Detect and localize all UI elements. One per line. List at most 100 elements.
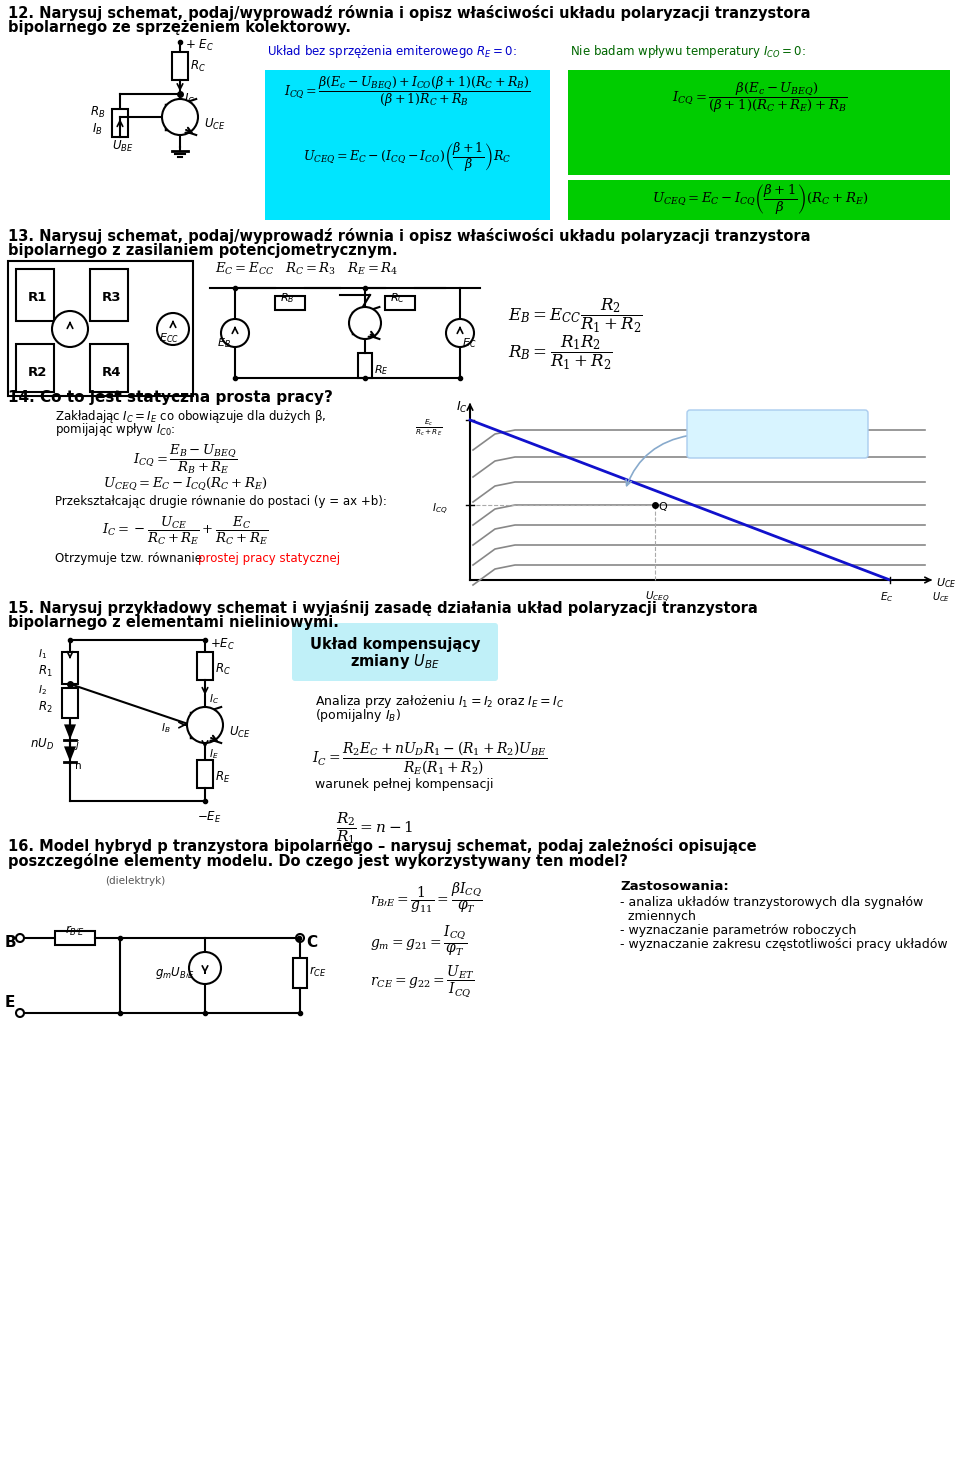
Text: $I_C$: $I_C$ xyxy=(209,692,219,705)
Text: (dielektryk): (dielektryk) xyxy=(105,876,165,886)
Text: $I_C$: $I_C$ xyxy=(184,92,195,108)
Text: $I_1$: $I_1$ xyxy=(38,647,47,661)
Text: $I_{CQ}=\dfrac{\beta(E_c-U_{BEQ})+I_{CO}(\beta+1)(R_C+R_B)}{(\beta+1)R_C+R_B}$: $I_{CQ}=\dfrac{\beta(E_c-U_{BEQ})+I_{CO}… xyxy=(284,74,530,109)
Bar xyxy=(197,761,213,788)
Text: - wyznaczanie zakresu częstotliwości pracy układów: - wyznaczanie zakresu częstotliwości pra… xyxy=(620,938,948,951)
Text: $I_{CQ}=\dfrac{\beta(E_c-U_{BEQ})}{(\beta+1)(R_C+R_E)+R_B}$: $I_{CQ}=\dfrac{\beta(E_c-U_{BEQ})}{(\bet… xyxy=(672,80,848,115)
Text: Układ bez sprzężenia emiterowego $R_E = 0$:: Układ bez sprzężenia emiterowego $R_E = … xyxy=(267,44,516,60)
Text: R3: R3 xyxy=(102,291,122,305)
Text: 12. Narysuj schemat, podaj/wyprowadź równia i opisz właściwości układu polaryzac: 12. Narysuj schemat, podaj/wyprowadź rów… xyxy=(8,4,810,20)
Text: $R_C$: $R_C$ xyxy=(390,291,405,305)
Text: bipolarnego ze sprzężeniem kolektorowy.: bipolarnego ze sprzężeniem kolektorowy. xyxy=(8,20,351,35)
Bar xyxy=(197,651,213,680)
Text: $E_B$: $E_B$ xyxy=(217,337,230,350)
Text: + $E_C$: + $E_C$ xyxy=(185,38,214,52)
Bar xyxy=(8,261,193,396)
Text: 15. Narysuj przykładowy schemat i wyjaśnij zasadę działania układ polaryzacji tr: 15. Narysuj przykładowy schemat i wyjaśn… xyxy=(8,600,757,616)
Bar xyxy=(62,688,78,718)
FancyBboxPatch shape xyxy=(687,409,868,457)
Text: prostej pracy statycznej: prostej pracy statycznej xyxy=(198,552,340,565)
Text: B: B xyxy=(5,935,16,950)
Bar xyxy=(90,344,128,392)
Text: $U_{BE}$: $U_{BE}$ xyxy=(112,138,133,154)
Text: C: C xyxy=(306,935,317,950)
Text: prosta statyczna:: prosta statyczna: xyxy=(695,415,785,425)
Text: $nU_D$: $nU_D$ xyxy=(30,737,54,752)
Text: Nie badam wpływu temperatury $I_{CO} = 0$:: Nie badam wpływu temperatury $I_{CO} = 0… xyxy=(570,44,805,60)
Circle shape xyxy=(296,934,304,943)
Text: R4: R4 xyxy=(102,366,122,379)
Text: 16. Model hybryd p tranzystora bipolarnego – narysuj schemat, podaj zależności o: 16. Model hybryd p tranzystora bipolarne… xyxy=(8,838,756,854)
Text: $g_m U_{B\prime E}$: $g_m U_{B\prime E}$ xyxy=(155,965,195,981)
Bar xyxy=(90,270,128,321)
Text: Przekształcając drugie równanie do postaci (y = ax +b):: Przekształcając drugie równanie do posta… xyxy=(55,495,387,508)
Text: $I_2$: $I_2$ xyxy=(38,683,47,696)
Text: $I_C$: $I_C$ xyxy=(456,401,468,415)
Bar xyxy=(275,296,305,310)
Text: zmiennych: zmiennych xyxy=(620,911,696,922)
Text: 13. Narysuj schemat, podaj/wyprowadź równia i opisz właściwości układu polaryzac: 13. Narysuj schemat, podaj/wyprowadź rów… xyxy=(8,227,810,243)
Text: R1: R1 xyxy=(28,291,47,305)
Text: pomijając wpływ $I_{C0}$:: pomijając wpływ $I_{C0}$: xyxy=(55,421,176,439)
Text: poszczególne elementy modelu. Do czego jest wykorzystywany ten model?: poszczególne elementy modelu. Do czego j… xyxy=(8,852,628,868)
Text: $U_{CE}$: $U_{CE}$ xyxy=(936,576,956,590)
Circle shape xyxy=(52,310,88,347)
Text: $g_m=g_{21}=\dfrac{I_{CQ}}{\varphi_T}$: $g_m=g_{21}=\dfrac{I_{CQ}}{\varphi_T}$ xyxy=(370,922,468,957)
Bar xyxy=(112,109,128,137)
Text: $r_{B'E}$: $r_{B'E}$ xyxy=(65,924,85,938)
Text: $- E_E$: $- E_E$ xyxy=(197,810,222,825)
Text: Układ kompensujący: Układ kompensujący xyxy=(310,637,480,651)
Text: $R_B=\dfrac{R_1 R_2}{R_1+R_2}$: $R_B=\dfrac{R_1 R_2}{R_1+R_2}$ xyxy=(508,334,613,372)
Text: (pomijalny $I_B$): (pomijalny $I_B$) xyxy=(315,707,401,724)
Text: $+ E_C$: $+ E_C$ xyxy=(210,637,235,653)
Text: $U_{CEQ}$: $U_{CEQ}$ xyxy=(645,590,670,605)
Text: $E_C=E_{CC}\quad R_C=R_3\quad R_E=R_4$: $E_C=E_{CC}\quad R_C=R_3\quad R_E=R_4$ xyxy=(215,261,398,277)
Text: n: n xyxy=(75,761,82,771)
Text: $I_{CQ}$: $I_{CQ}$ xyxy=(432,503,447,517)
Text: $R_B$: $R_B$ xyxy=(90,105,106,119)
Text: $I_E$: $I_E$ xyxy=(209,747,219,761)
Circle shape xyxy=(16,934,24,943)
Text: $R_E$: $R_E$ xyxy=(374,363,389,377)
Text: $E_{CC}$: $E_{CC}$ xyxy=(159,331,179,345)
Text: $E_C$: $E_C$ xyxy=(880,590,894,603)
Text: - wyznaczanie parametrów roboczych: - wyznaczanie parametrów roboczych xyxy=(620,924,856,937)
Text: Zakładając $I_C = I_E$ co obowiązuje dla dużych β,: Zakładając $I_C = I_E$ co obowiązuje dla… xyxy=(55,408,326,425)
Text: $U_{CE}$: $U_{CE}$ xyxy=(229,726,251,740)
Bar xyxy=(568,181,950,220)
Text: Q: Q xyxy=(658,503,667,511)
FancyBboxPatch shape xyxy=(292,624,498,680)
Text: $U_{CEQ}=E_C-I_{CQ}\left(\dfrac{\beta+1}{\beta}\right)(R_C+R_E)$: $U_{CEQ}=E_C-I_{CQ}\left(\dfrac{\beta+1}… xyxy=(652,184,868,217)
Bar xyxy=(62,651,78,683)
Bar xyxy=(55,931,95,946)
Text: $R_C$: $R_C$ xyxy=(215,661,231,678)
Text: $R_2$: $R_2$ xyxy=(38,699,53,715)
Text: $U_{CE}$: $U_{CE}$ xyxy=(932,590,950,603)
Circle shape xyxy=(221,319,249,347)
Circle shape xyxy=(349,307,381,339)
Text: $I_{CQ}=\dfrac{E_B-U_{BEQ}}{R_B+R_E}$: $I_{CQ}=\dfrac{E_B-U_{BEQ}}{R_B+R_E}$ xyxy=(132,441,237,476)
Circle shape xyxy=(162,99,198,136)
Bar xyxy=(358,353,372,377)
Bar xyxy=(16,344,54,392)
Text: Otrzymuje tzw. równanie: Otrzymuje tzw. równanie xyxy=(55,552,205,565)
Bar xyxy=(568,70,950,175)
Bar xyxy=(16,270,54,321)
Polygon shape xyxy=(64,746,76,762)
Circle shape xyxy=(16,1010,24,1017)
Text: $I_B$: $I_B$ xyxy=(92,122,103,137)
Text: $\dfrac{R_2}{R_1}=n-1$: $\dfrac{R_2}{R_1}=n-1$ xyxy=(336,810,414,845)
Circle shape xyxy=(446,319,474,347)
Text: $E_C$: $E_C$ xyxy=(462,337,476,350)
Bar xyxy=(293,959,307,988)
Circle shape xyxy=(189,951,221,983)
Text: bipolarnego z zasilaniem potencjometrycznym.: bipolarnego z zasilaniem potencjometrycz… xyxy=(8,243,397,258)
Bar xyxy=(385,296,415,310)
Text: R2: R2 xyxy=(28,366,47,379)
Text: $\frac{E_c}{R_c+R_E}$: $\frac{E_c}{R_c+R_E}$ xyxy=(415,417,443,439)
Text: warunek pełnej kompensacji: warunek pełnej kompensacji xyxy=(315,778,493,791)
Text: Analiza przy założeniu $I_1 = I_2$ oraz $I_E=I_C$: Analiza przy założeniu $I_1 = I_2$ oraz … xyxy=(315,694,564,710)
Text: Zastosowania:: Zastosowania: xyxy=(620,880,729,893)
Circle shape xyxy=(187,707,223,743)
Text: $R_1$: $R_1$ xyxy=(38,664,53,679)
